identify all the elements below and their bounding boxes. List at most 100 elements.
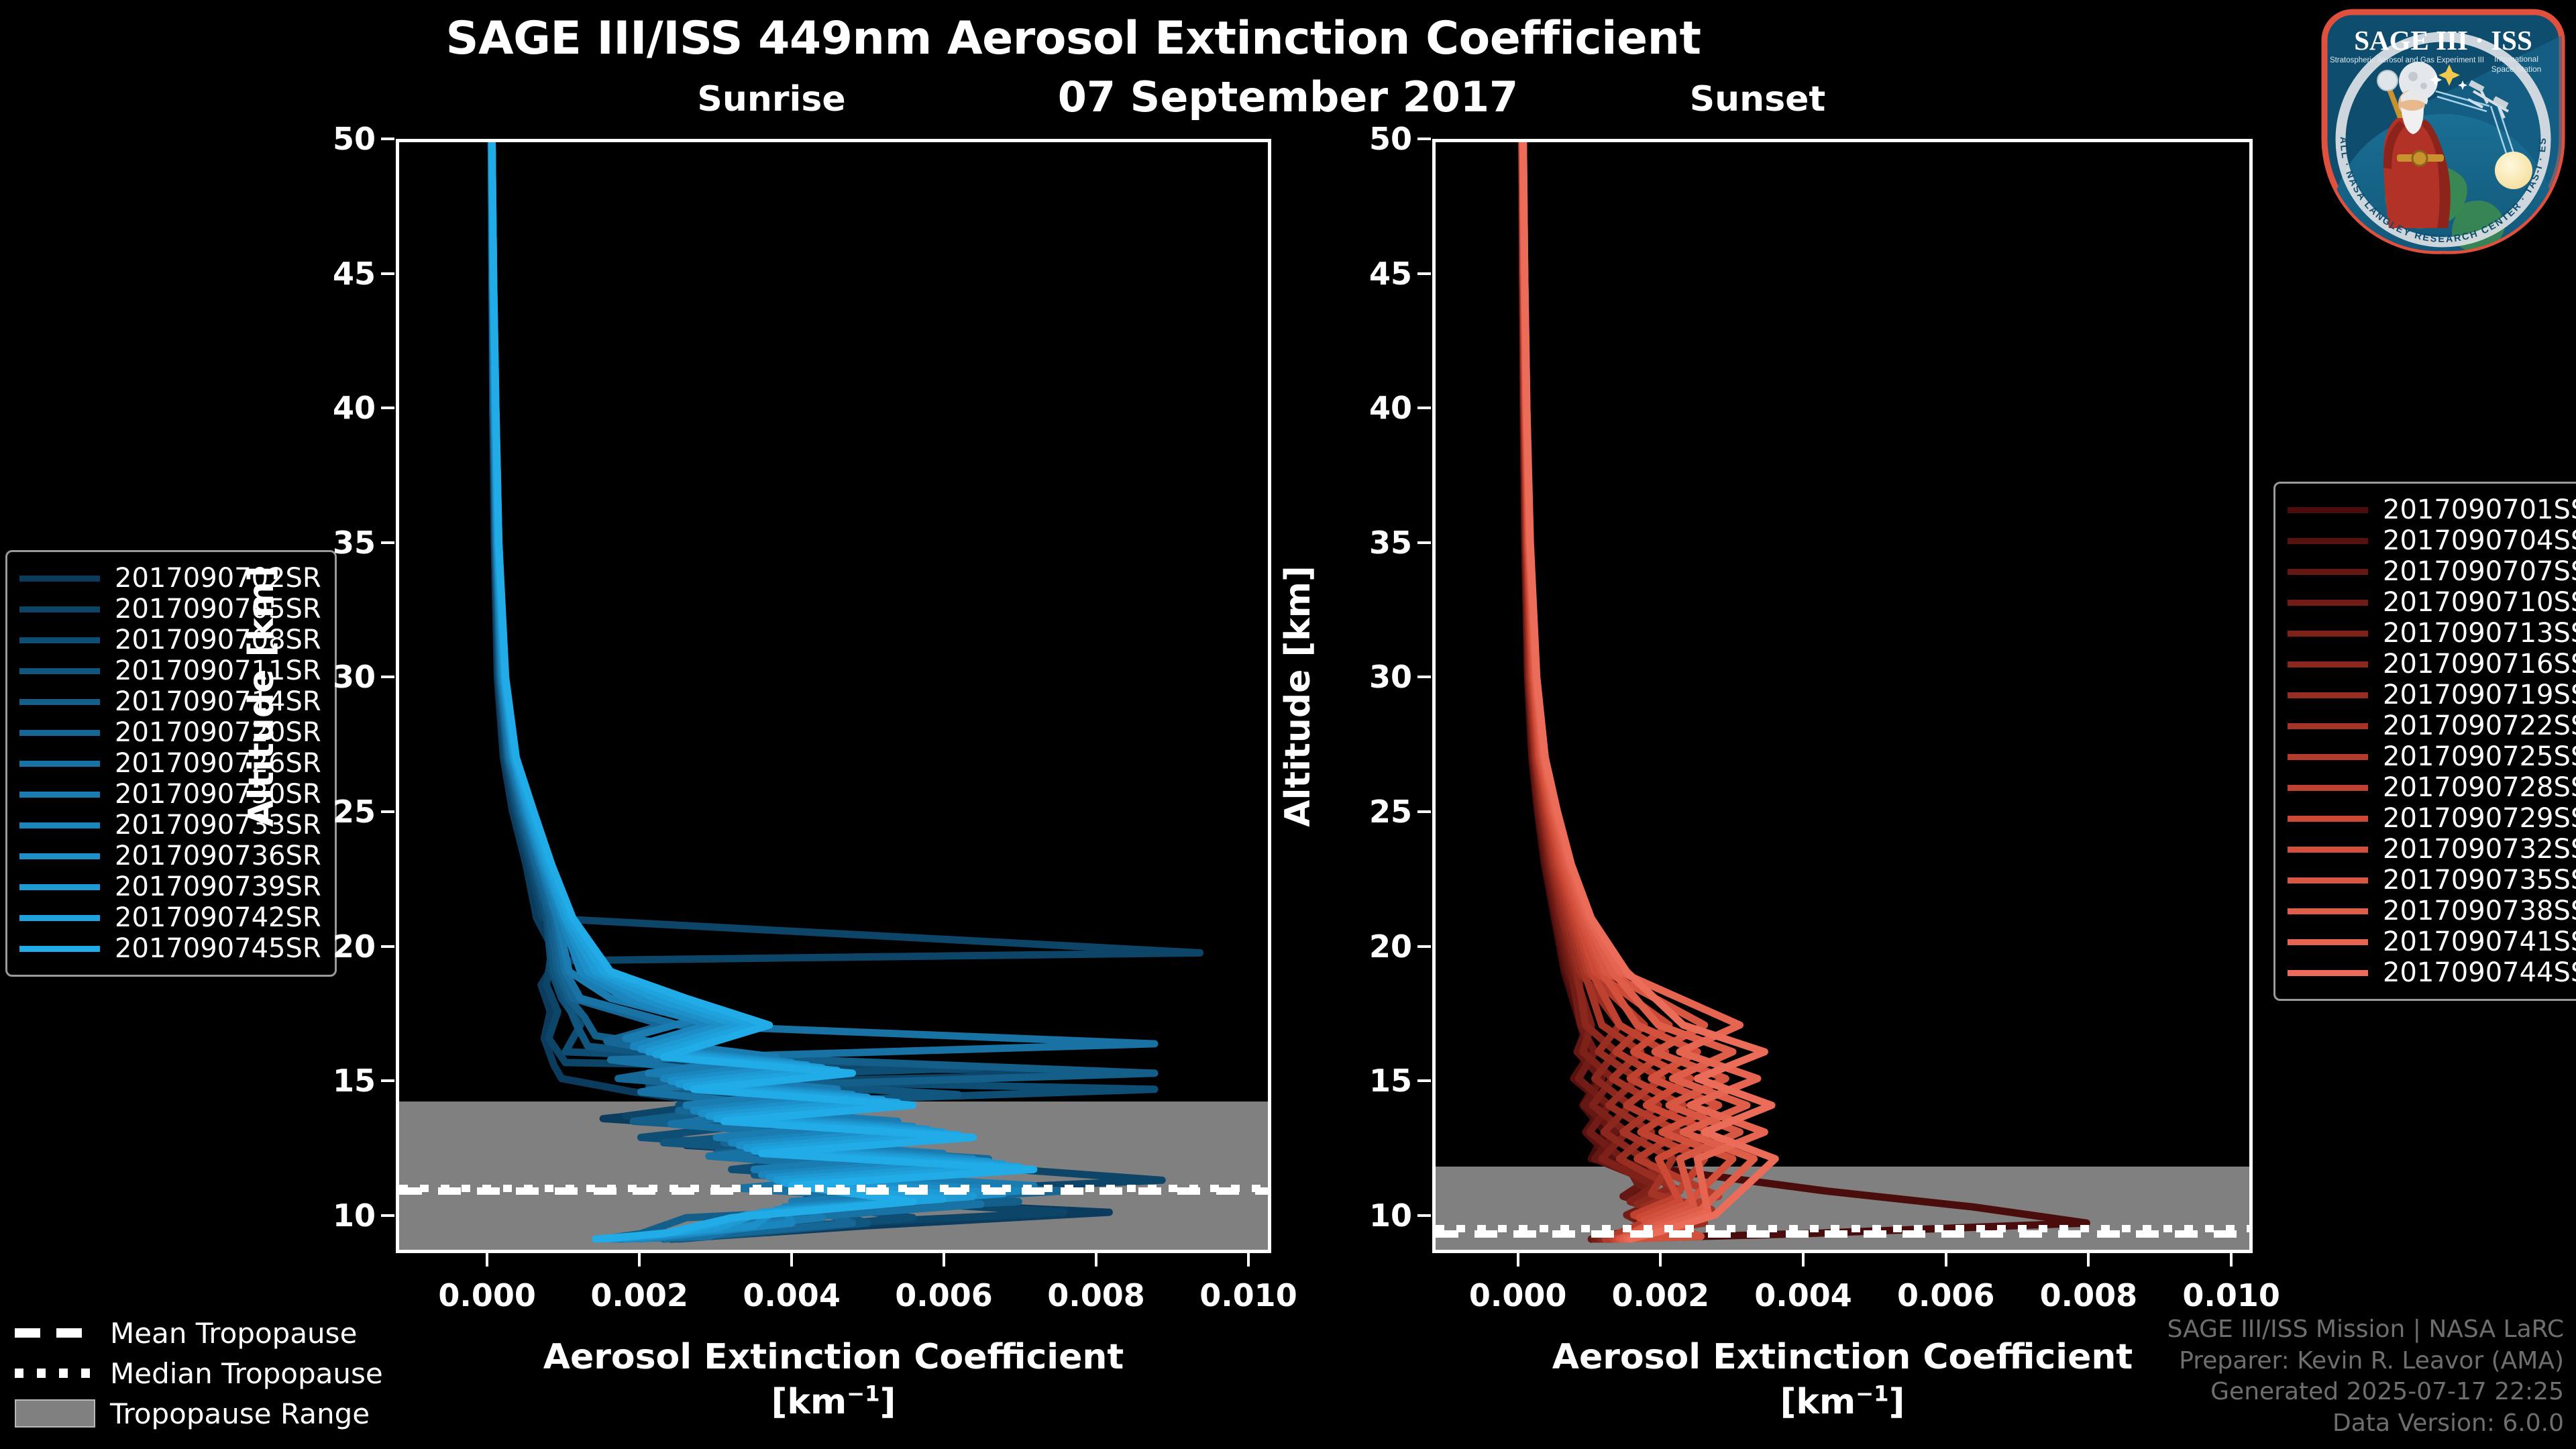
sunrise-legend[interactable]: 2017090702SR 2017090705SR 2017090708SR 2017… xyxy=(5,550,337,977)
dashed-line-icon xyxy=(15,1328,95,1338)
legend-item[interactable]: 2017090742SR xyxy=(19,902,321,933)
y-axis-tick-label: 35 xyxy=(1368,524,1412,561)
y-axis-tick-label: 45 xyxy=(1368,255,1412,292)
median-tropopause-line xyxy=(1436,1224,2249,1232)
x-axis-title: Aerosol Extinction Coefficient [km−1] xyxy=(1432,1335,2253,1424)
x-axis-tick-label: 0.000 xyxy=(438,1277,536,1313)
x-axis-title-text: Aerosol Extinction Coefficient xyxy=(1552,1337,2133,1377)
legend-item-label: 2017090708SR xyxy=(115,625,321,655)
logo-title: SAGE III · ISS xyxy=(2354,25,2532,56)
y-axis-tick xyxy=(1417,407,1431,410)
legend-item-label: 2017090711SR xyxy=(115,655,321,686)
logo-subtitle-right-line1: International xyxy=(2494,54,2538,64)
legend-item[interactable]: 2017090732SS xyxy=(2288,834,2576,865)
series-line xyxy=(1519,142,1768,1243)
legend-item-label: 2017090736SR xyxy=(115,841,321,871)
legend-item[interactable]: 2017090741SS xyxy=(2288,926,2576,957)
legend-color-swatch xyxy=(2288,815,2368,822)
y-axis-tick xyxy=(381,1214,394,1217)
legend-item[interactable]: 2017090702SR xyxy=(19,563,321,594)
legend-color-swatch xyxy=(19,637,100,643)
legend-item-label: 2017090716SS xyxy=(2383,649,2576,680)
y-axis-tick-label: 20 xyxy=(332,928,376,965)
legend-item[interactable]: 2017090735SS xyxy=(2288,865,2576,896)
legend-item[interactable]: 2017090728SS xyxy=(2288,772,2576,803)
legend-color-swatch xyxy=(2288,753,2368,760)
y-axis-tick-label: 35 xyxy=(332,524,376,561)
legend-item[interactable]: 2017090710SS xyxy=(2288,587,2576,618)
legend-item[interactable]: 2017090733SR xyxy=(19,810,321,841)
legend-item-mean-tropopause: Mean Tropopause xyxy=(15,1313,383,1353)
y-axis-tick xyxy=(1417,1079,1431,1083)
y-axis-tick-label: 45 xyxy=(332,255,376,292)
legend-item[interactable]: 2017090726SR xyxy=(19,748,321,779)
logo-subtitle-left: Stratospheric Aerosol and Gas Experiment… xyxy=(2330,56,2484,64)
legend-item[interactable]: 2017090711SR xyxy=(19,655,321,686)
tropopause-legend: Mean Tropopause Median Tropopause Tropop… xyxy=(15,1313,383,1434)
y-axis-tick-label: 20 xyxy=(1368,928,1412,965)
y-axis-tick-label: 50 xyxy=(1368,121,1412,157)
y-axis-tick xyxy=(1417,810,1431,814)
legend-item[interactable]: 2017090739SR xyxy=(19,871,321,902)
x-axis-tick xyxy=(790,1253,794,1267)
median-tropopause-line xyxy=(399,1184,1268,1192)
legend-color-swatch xyxy=(2288,969,2368,976)
legend-item-label: 2017090719SS xyxy=(2383,680,2576,710)
x-axis-tick-label: 0.004 xyxy=(743,1277,841,1313)
legend-color-swatch xyxy=(2288,784,2368,791)
legend-color-swatch xyxy=(2288,630,2368,637)
legend-item[interactable]: 2017090704SS xyxy=(2288,525,2576,556)
legend-item-label: 2017090701SS xyxy=(2383,494,2576,525)
sunset-plot-panel xyxy=(1432,139,2253,1253)
legend-item-label: 2017090742SR xyxy=(115,902,321,933)
y-axis-tick xyxy=(1417,138,1431,140)
legend-item[interactable]: 2017090714SR xyxy=(19,686,321,717)
y-axis-tick xyxy=(1417,676,1431,679)
legend-item[interactable]: 2017090730SR xyxy=(19,779,321,810)
legend-color-swatch xyxy=(2288,692,2368,698)
legend-item[interactable]: 2017090719SS xyxy=(2288,680,2576,710)
x-axis-tick xyxy=(2230,1253,2233,1267)
sunset-legend[interactable]: 2017090701SS 2017090704SS 2017090707SS 2017… xyxy=(2273,482,2576,1001)
y-axis-tick xyxy=(381,676,394,679)
legend-item-label: 2017090710SS xyxy=(2383,587,2576,618)
legend-item[interactable]: 2017090729SS xyxy=(2288,803,2576,834)
legend-label-tropopause-range: Tropopause Range xyxy=(110,1397,370,1430)
x-axis-tick-label: 0.008 xyxy=(2039,1277,2138,1313)
legend-item[interactable]: 2017090725SS xyxy=(2288,741,2576,772)
x-axis-tick-label: 0.010 xyxy=(1199,1277,1297,1313)
legend-item[interactable]: 2017090705SR xyxy=(19,594,321,625)
x-axis-title: Aerosol Extinction Coefficient [km−1] xyxy=(396,1335,1271,1424)
y-axis-tick-label: 25 xyxy=(1368,794,1412,830)
legend-item[interactable]: 2017090716SS xyxy=(2288,649,2576,680)
credits-generated: Generated 2025-07-17 22:25 xyxy=(2210,1378,2564,1406)
legend-item-label: 2017090730SR xyxy=(115,779,321,810)
x-axis-tick xyxy=(1095,1253,1097,1267)
sunset-plot-frame xyxy=(1432,139,2253,1253)
x-axis-tick xyxy=(1516,1253,1519,1267)
y-axis-tick xyxy=(1417,945,1431,948)
legend-item[interactable]: 2017090707SS xyxy=(2288,556,2576,587)
legend-color-swatch xyxy=(19,883,100,890)
legend-item[interactable]: 2017090708SR xyxy=(19,625,321,655)
legend-item-label: 2017090738SS xyxy=(2383,896,2576,926)
x-axis-title-text: Aerosol Extinction Coefficient xyxy=(543,1337,1124,1377)
y-axis-tick xyxy=(381,138,394,140)
legend-item[interactable]: 2017090722SS xyxy=(2288,710,2576,741)
legend-item[interactable]: 2017090738SS xyxy=(2288,896,2576,926)
y-axis-tick xyxy=(381,541,394,544)
legend-item-label: 2017090713SS xyxy=(2383,618,2576,649)
legend-item[interactable]: 2017090713SS xyxy=(2288,618,2576,649)
legend-item[interactable]: 2017090744SS xyxy=(2288,957,2576,988)
legend-item-label: 2017090705SR xyxy=(115,594,321,625)
legend-item[interactable]: 2017090701SS xyxy=(2288,494,2576,525)
legend-item[interactable]: 2017090745SR xyxy=(19,933,321,964)
legend-item[interactable]: 2017090736SR xyxy=(19,841,321,871)
y-axis-tick xyxy=(381,407,394,410)
x-axis-tick-label: 0.006 xyxy=(895,1277,993,1313)
legend-color-swatch xyxy=(19,914,100,921)
legend-color-swatch xyxy=(2288,599,2368,606)
legend-item[interactable]: 2017090720SR xyxy=(19,717,321,748)
legend-color-swatch xyxy=(19,575,100,582)
y-axis-tick xyxy=(381,810,394,814)
